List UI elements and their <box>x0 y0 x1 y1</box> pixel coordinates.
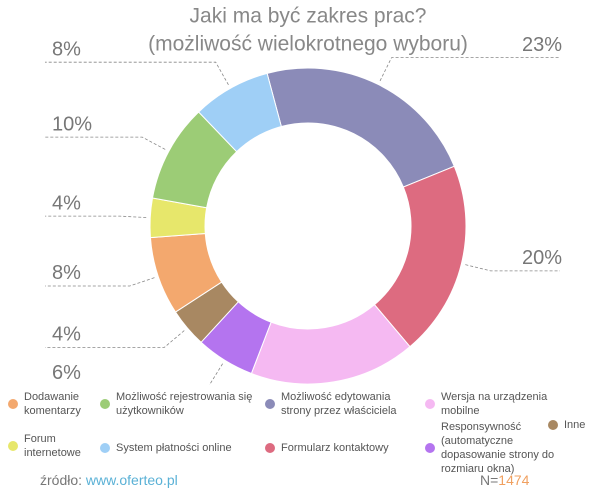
n-value: 1474 <box>498 472 530 488</box>
legend-label: Formularz kontaktowy <box>281 442 389 454</box>
donut-segment <box>197 72 282 153</box>
data-label: 8% <box>52 38 81 60</box>
legend-item: Forum internetowe <box>8 432 93 460</box>
chart-title: Jaki ma być zakres prac? <box>190 5 427 28</box>
legend-label: Możliwość rejestrowania się użytkowników <box>116 391 253 417</box>
legend-item: Dodawanie komentarzy <box>8 390 93 418</box>
data-label: 6% <box>52 362 81 384</box>
leader-line <box>465 264 560 272</box>
legend-item: Możliwość edytowania strony przez właści… <box>265 390 415 418</box>
data-label: 10% <box>52 113 92 135</box>
legend-swatch <box>265 399 275 409</box>
data-label: 4% <box>52 192 81 214</box>
leader-line <box>45 215 147 218</box>
legend-swatch <box>8 399 18 409</box>
legend-item: Wersja na urządzenia mobilne <box>425 390 555 418</box>
legend-swatch <box>8 441 18 451</box>
legend-item: System płatności online <box>100 441 260 455</box>
chart-subtitle: (możliwość wielokrotnego wyboru) <box>148 33 468 56</box>
legend-label: Forum internetowe <box>24 433 81 459</box>
legend-item: Inne <box>548 418 598 432</box>
chart: Jaki ma być zakres prac? (możliwość wiel… <box>45 5 562 385</box>
source-link[interactable]: www.oferteo.pl <box>85 472 178 488</box>
legend-label: Responsywność (automatyczne dopasowanie … <box>441 421 555 475</box>
leader-line <box>45 277 155 287</box>
legend-swatch <box>425 443 435 453</box>
data-label: 4% <box>52 324 81 346</box>
legend-label: Inne <box>564 419 586 431</box>
legend-item: Możliwość rejestrowania się użytkowników <box>100 390 260 418</box>
donut-segment <box>373 165 467 348</box>
leader-line <box>45 61 229 86</box>
data-label: 8% <box>52 262 81 284</box>
legend-label: Dodawanie komentarzy <box>24 391 81 417</box>
legend-swatch <box>425 399 435 409</box>
legend-label: System płatności online <box>116 442 232 454</box>
footer-source: źródło: www.oferteo.pl <box>40 472 178 488</box>
data-label: 23% <box>522 34 562 56</box>
legend-swatch <box>100 443 110 453</box>
source-label: źródło: <box>40 472 83 488</box>
data-label: 20% <box>522 247 562 269</box>
legend-swatch <box>548 420 558 430</box>
legend-item: Formularz kontaktowy <box>265 441 415 455</box>
donut-segment <box>266 67 455 188</box>
legend-item: Responsywność (automatyczne dopasowanie … <box>425 420 575 476</box>
legend-label: Możliwość edytowania strony przez właści… <box>281 391 397 417</box>
leader-line <box>45 136 166 150</box>
footer-n: N=1474 <box>480 472 529 488</box>
legend-swatch <box>100 399 110 409</box>
leader-line <box>379 57 560 82</box>
legend-label: Wersja na urządzenia mobilne <box>441 391 548 417</box>
leader-line <box>45 330 185 348</box>
n-label: N= <box>480 472 499 488</box>
legend-swatch <box>265 443 275 453</box>
